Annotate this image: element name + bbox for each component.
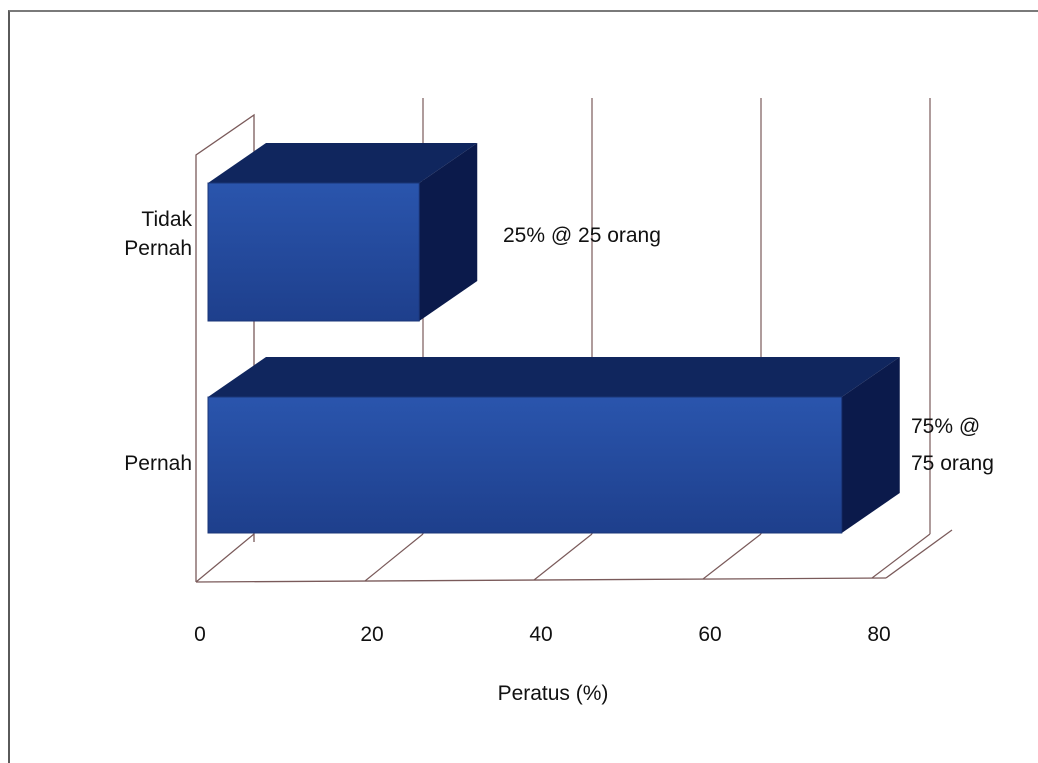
x-tick-label: 40 <box>529 623 552 646</box>
data-label: 25% @ 25 orang <box>503 224 661 247</box>
floor-gridline-0 <box>195 533 255 583</box>
chart-walls <box>195 113 953 583</box>
category-labels: Tidak Pernah Pernah <box>124 208 192 475</box>
floor-gridline-20 <box>364 533 424 582</box>
bar-top-face <box>208 143 478 183</box>
data-labels: 25% @ 25 orang 75% @ 75 orang <box>503 224 994 475</box>
left-wall <box>195 113 255 582</box>
x-tick-label: 20 <box>360 623 383 646</box>
data-label: 75 orang <box>911 452 994 475</box>
bar-side-face <box>841 357 900 533</box>
bar-side-face <box>419 143 478 321</box>
floor-front-edge <box>195 577 887 583</box>
x-tick-label: 0 <box>194 623 206 646</box>
bar-tidak-pernah <box>207 143 478 322</box>
bar-top-face <box>208 357 900 397</box>
floor-gridline-80 <box>871 533 931 579</box>
category-label: Pernah <box>124 237 192 260</box>
x-tick-label: 60 <box>698 623 721 646</box>
floor-right-edge <box>885 529 953 579</box>
chart-frame <box>8 10 1038 763</box>
bar-pernah <box>207 357 900 534</box>
data-label: 75% @ <box>911 415 980 438</box>
x-axis-label: Peratus (%) <box>498 682 609 705</box>
category-label: Pernah <box>124 452 192 475</box>
x-tick-label: 80 <box>867 623 890 646</box>
floor-gridline-60 <box>702 533 762 580</box>
bars <box>207 143 900 534</box>
bar-front-face <box>207 396 843 534</box>
x-tick-labels: 0 20 40 60 80 <box>194 623 891 646</box>
floor-gridline-40 <box>533 533 593 581</box>
category-label: Tidak <box>141 208 192 231</box>
bar-front-face <box>207 182 420 322</box>
